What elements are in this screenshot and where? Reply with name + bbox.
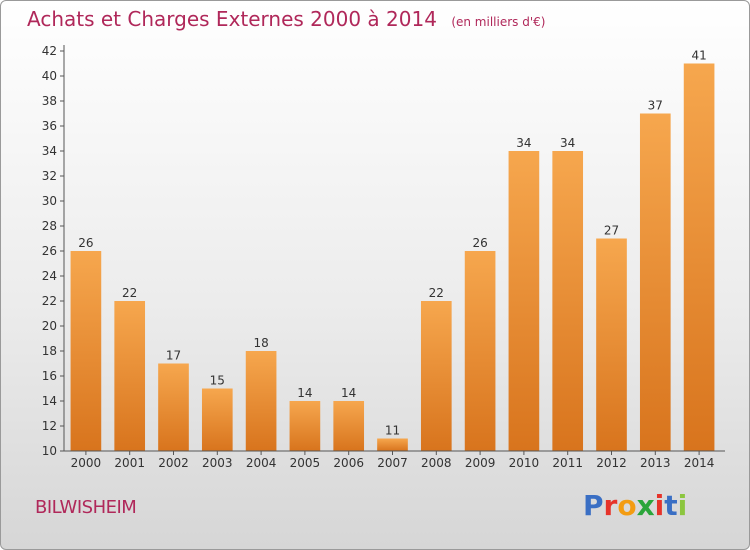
x-tick-label-2014: 2014 xyxy=(684,456,715,470)
data-label-2011: 34 xyxy=(560,136,575,150)
y-tick-label-24: 24 xyxy=(42,269,57,283)
logo-letter: i xyxy=(654,489,665,522)
y-tick-label-22: 22 xyxy=(42,294,57,308)
data-label-2006: 14 xyxy=(341,386,356,400)
bar-2007 xyxy=(377,438,408,451)
data-label-2000: 26 xyxy=(78,236,93,250)
x-tick-label-2005: 2005 xyxy=(290,456,321,470)
logo-letter: t xyxy=(664,489,678,522)
y-tick-label-32: 32 xyxy=(42,169,57,183)
x-tick-label-2013: 2013 xyxy=(640,456,671,470)
data-label-2010: 34 xyxy=(516,136,531,150)
x-tick-label-2010: 2010 xyxy=(509,456,540,470)
proxiti-logo: Proxiti xyxy=(583,489,687,522)
bar-2011 xyxy=(552,151,584,451)
x-tick-label-2011: 2011 xyxy=(552,456,583,470)
data-label-2009: 26 xyxy=(472,236,487,250)
logo-letter: o xyxy=(617,489,637,522)
x-tick-label-2006: 2006 xyxy=(333,456,364,470)
y-tick-label-26: 26 xyxy=(42,244,57,258)
data-label-2004: 18 xyxy=(253,336,268,350)
y-tick-label-36: 36 xyxy=(42,119,57,133)
chart-subtitle: (en milliers d'€) xyxy=(451,15,546,29)
commune-name: BILWISHEIM xyxy=(35,497,137,518)
bar-2014 xyxy=(683,63,715,451)
x-tick-label-2007: 2007 xyxy=(377,456,408,470)
logo-letter: r xyxy=(603,489,618,522)
bar-2008 xyxy=(420,301,452,451)
bar-2010 xyxy=(508,151,540,451)
x-tick-label-2008: 2008 xyxy=(421,456,452,470)
y-tick-label-12: 12 xyxy=(42,419,57,433)
y-tick-label-38: 38 xyxy=(42,94,57,108)
bar-2005 xyxy=(289,401,321,451)
y-tick-label-10: 10 xyxy=(42,444,57,458)
bar-2003 xyxy=(201,388,233,451)
y-tick-label-20: 20 xyxy=(42,319,57,333)
x-tick-label-2000: 2000 xyxy=(71,456,102,470)
bar-2006 xyxy=(333,401,365,451)
y-tick-label-14: 14 xyxy=(42,394,57,408)
x-tick-label-2002: 2002 xyxy=(158,456,189,470)
x-tick-label-2009: 2009 xyxy=(465,456,496,470)
chart-title: Achats et Charges Externes 2000 à 2014 (… xyxy=(27,7,545,31)
x-tick-label-2004: 2004 xyxy=(246,456,277,470)
y-tick-label-40: 40 xyxy=(42,69,57,83)
logo-letter: x xyxy=(636,489,655,522)
bar-2000 xyxy=(70,251,102,451)
chart-title-text: Achats et Charges Externes 2000 à 2014 xyxy=(27,7,437,31)
data-label-2007: 11 xyxy=(385,424,400,438)
y-tick-label-34: 34 xyxy=(42,144,57,158)
x-tick-label-2003: 2003 xyxy=(202,456,233,470)
x-tick-label-2012: 2012 xyxy=(596,456,627,470)
data-label-2002: 17 xyxy=(166,349,181,363)
y-tick-label-30: 30 xyxy=(42,194,57,208)
y-tick-label-16: 16 xyxy=(42,369,57,383)
bar-2004 xyxy=(245,351,277,451)
y-tick-label-42: 42 xyxy=(42,44,57,58)
data-label-2013: 37 xyxy=(648,99,663,113)
data-label-2014: 41 xyxy=(691,49,706,63)
y-tick-label-18: 18 xyxy=(42,344,57,358)
data-label-2012: 27 xyxy=(604,224,619,238)
logo-letter: i xyxy=(677,489,688,522)
data-label-2008: 22 xyxy=(429,286,444,300)
bar-2001 xyxy=(114,301,146,451)
bar-2013 xyxy=(639,113,671,451)
bar-2012 xyxy=(596,238,627,451)
bar-2009 xyxy=(464,251,496,451)
x-tick-label-2001: 2001 xyxy=(114,456,145,470)
y-tick-label-28: 28 xyxy=(42,219,57,233)
logo-letter: P xyxy=(583,489,604,522)
data-label-2005: 14 xyxy=(297,386,312,400)
data-label-2003: 15 xyxy=(210,374,225,388)
bar-2002 xyxy=(158,363,189,451)
data-label-2001: 22 xyxy=(122,286,137,300)
